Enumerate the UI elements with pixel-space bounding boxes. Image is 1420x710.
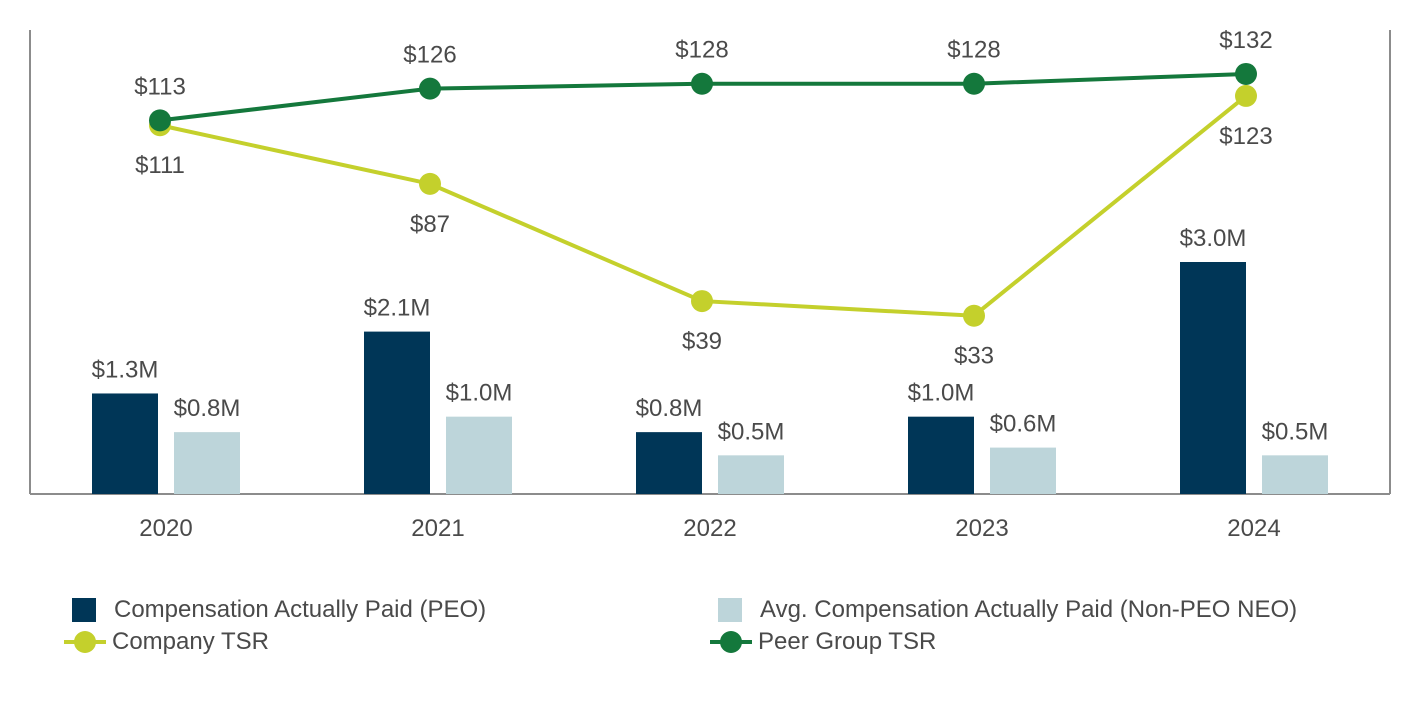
bar-label-peo-2023: $1.0M [908, 380, 975, 407]
bar-label-neo-2024: $0.5M [1262, 418, 1329, 445]
bar-peo-2022 [636, 432, 702, 494]
bar-label-neo-2023: $0.6M [990, 411, 1057, 438]
bar-label-neo-2021: $1.0M [446, 380, 513, 407]
point-label-company-2023: $33 [954, 343, 994, 370]
x-tick-label-2021: 2021 [411, 515, 464, 542]
bar-neo-2021 [446, 416, 512, 494]
x-tick-label-2024: 2024 [1227, 515, 1280, 542]
bar-label-peo-2024: $3.0M [1180, 225, 1247, 252]
bar-neo-2023 [990, 447, 1056, 494]
point-company-2024 [1235, 84, 1257, 107]
legend-swatch-neo [718, 598, 742, 622]
point-label-company-2020: $111 [135, 152, 185, 179]
x-tick-label-2023: 2023 [955, 515, 1008, 542]
x-tick-label-2022: 2022 [683, 515, 736, 542]
bar-neo-2022 [718, 455, 784, 494]
legend-item-neo: Avg. Compensation Actually Paid (Non-PEO… [718, 596, 1297, 624]
point-label-company-2022: $39 [682, 328, 722, 355]
bar-peo-2023 [908, 416, 974, 494]
bar-peo-2024 [1180, 262, 1246, 494]
point-company-2021 [419, 172, 441, 195]
point-company-2023 [963, 304, 985, 327]
bar-label-peo-2021: $2.1M [364, 295, 431, 322]
point-label-peer-2020: $113 [134, 73, 186, 100]
point-peer-2023 [963, 72, 985, 95]
point-label-company-2021: $87 [410, 211, 450, 238]
x-tick-label-2020: 2020 [139, 515, 192, 542]
point-peer-2024 [1235, 62, 1257, 85]
bar-label-peo-2022: $0.8M [636, 395, 703, 422]
point-peer-2022 [691, 72, 713, 95]
point-label-peer-2022: $128 [675, 37, 728, 64]
legend-item-peo: Compensation Actually Paid (PEO) [72, 596, 486, 624]
bar-peo-2020 [92, 393, 158, 494]
point-label-company-2024: $123 [1219, 123, 1272, 150]
legend-label-peo: Compensation Actually Paid (PEO) [114, 596, 487, 623]
legend-item-company: Company TSR [64, 628, 269, 656]
point-peer-2021 [419, 77, 441, 100]
legend-swatch-peo [72, 598, 96, 622]
point-label-peer-2024: $132 [1219, 27, 1272, 54]
point-label-peer-2021: $126 [403, 42, 456, 69]
bar-neo-2020 [174, 432, 240, 494]
bar-label-peo-2020: $1.3M [92, 356, 159, 383]
legend-label-peer: Peer Group TSR [758, 628, 937, 655]
point-label-peer-2023: $128 [947, 37, 1000, 64]
point-peer-2020 [149, 109, 171, 132]
legend-label-company: Company TSR [112, 628, 269, 655]
point-company-2022 [691, 290, 713, 313]
bar-neo-2024 [1262, 455, 1328, 494]
legend-swatch-peer [710, 630, 752, 654]
legend-swatch-company [64, 630, 106, 654]
pay-vs-performance-chart: 2020 2021 2022 2023 2024 $1.3M $2.1M $0.8M $1.0M… [29, 27, 1391, 542]
legend-label-neo: Avg. Compensation Actually Paid (Non-PEO… [760, 596, 1298, 623]
legend-item-peer: Peer Group TSR [710, 628, 936, 656]
bar-label-neo-2020: $0.8M [174, 395, 241, 422]
line-company [159, 94, 1248, 318]
bar-peo-2021 [364, 331, 430, 494]
bar-label-neo-2022: $0.5M [718, 418, 785, 445]
